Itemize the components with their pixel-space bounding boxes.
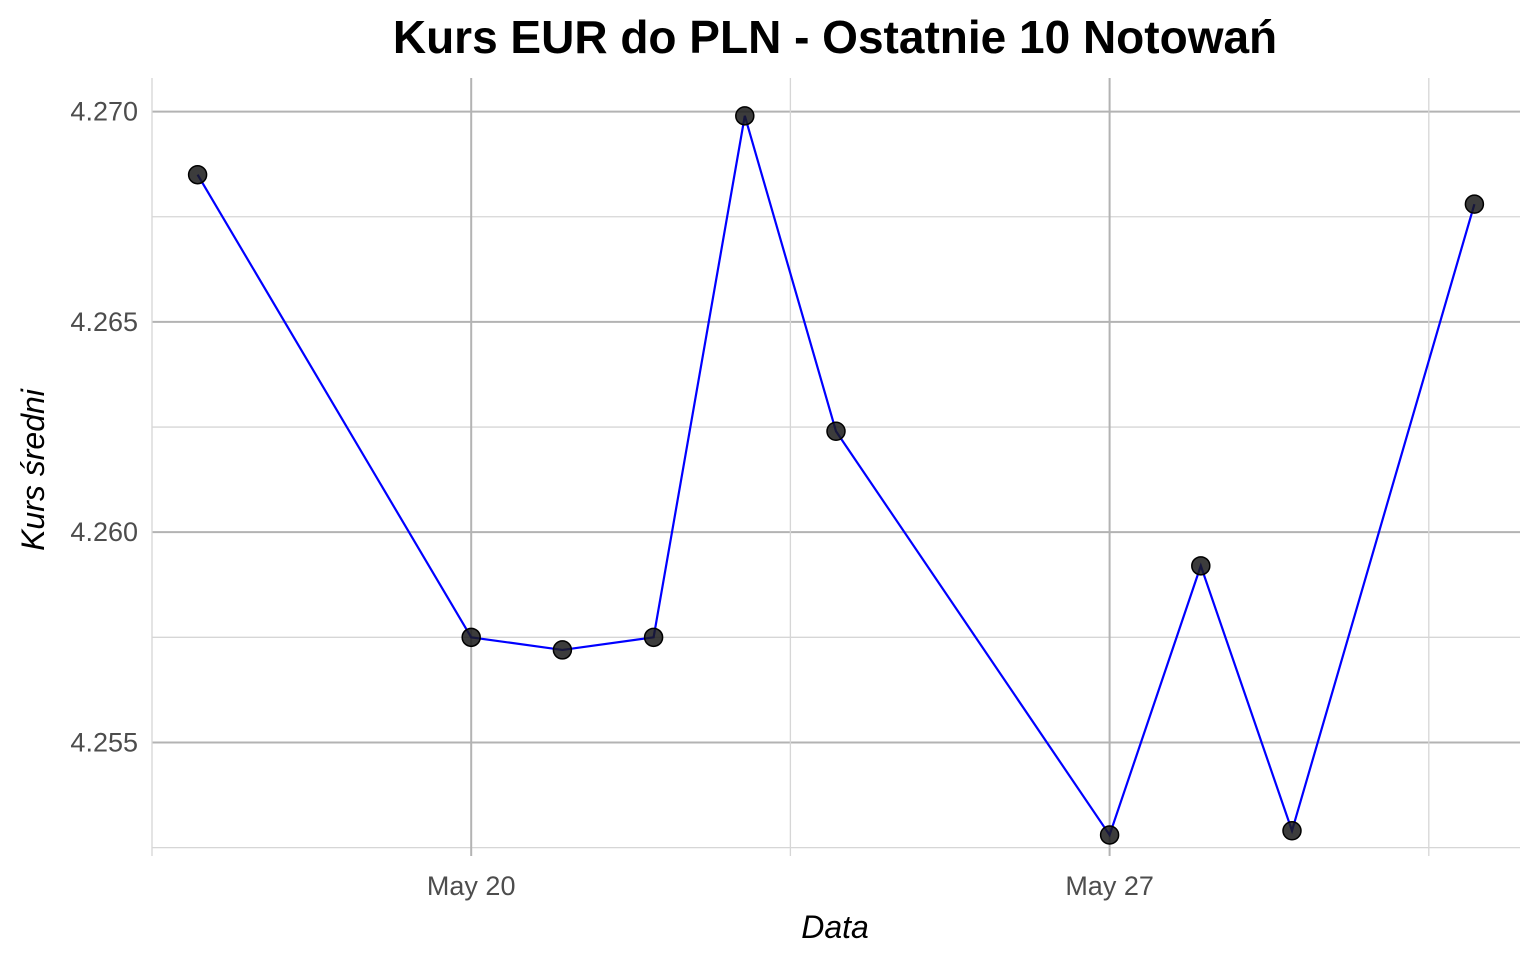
- y-tick-label: 4.265: [70, 307, 138, 337]
- data-point: [552, 640, 573, 660]
- data-point: [461, 627, 481, 648]
- data-point: [643, 627, 664, 648]
- tick-labels: 4.255 4.260 4.265 4.270 May 20 May 27: [70, 97, 1153, 901]
- grid-lines: [151, 78, 1520, 856]
- x-tick-label: May 27: [1065, 871, 1154, 901]
- chart-title: Kurs EUR do PLN - Ostatnie 10 Notowań: [393, 11, 1277, 63]
- y-tick-label: 4.260: [70, 517, 138, 547]
- data-point: [826, 421, 846, 442]
- y-tick-label: 4.255: [70, 727, 138, 757]
- x-axis-title: Data: [801, 909, 869, 945]
- data-point: [735, 106, 755, 126]
- data-point: [1464, 194, 1485, 214]
- series-layer: [187, 106, 1485, 845]
- x-tick-label: May 20: [427, 871, 516, 901]
- y-axis-title: Kurs średni: [15, 388, 51, 551]
- data-point: [1191, 556, 1211, 576]
- series-line: [196, 115, 1476, 838]
- data-point: [1099, 825, 1120, 845]
- data-point: [187, 164, 208, 185]
- data-point: [1282, 821, 1302, 841]
- y-tick-label: 4.270: [70, 97, 138, 127]
